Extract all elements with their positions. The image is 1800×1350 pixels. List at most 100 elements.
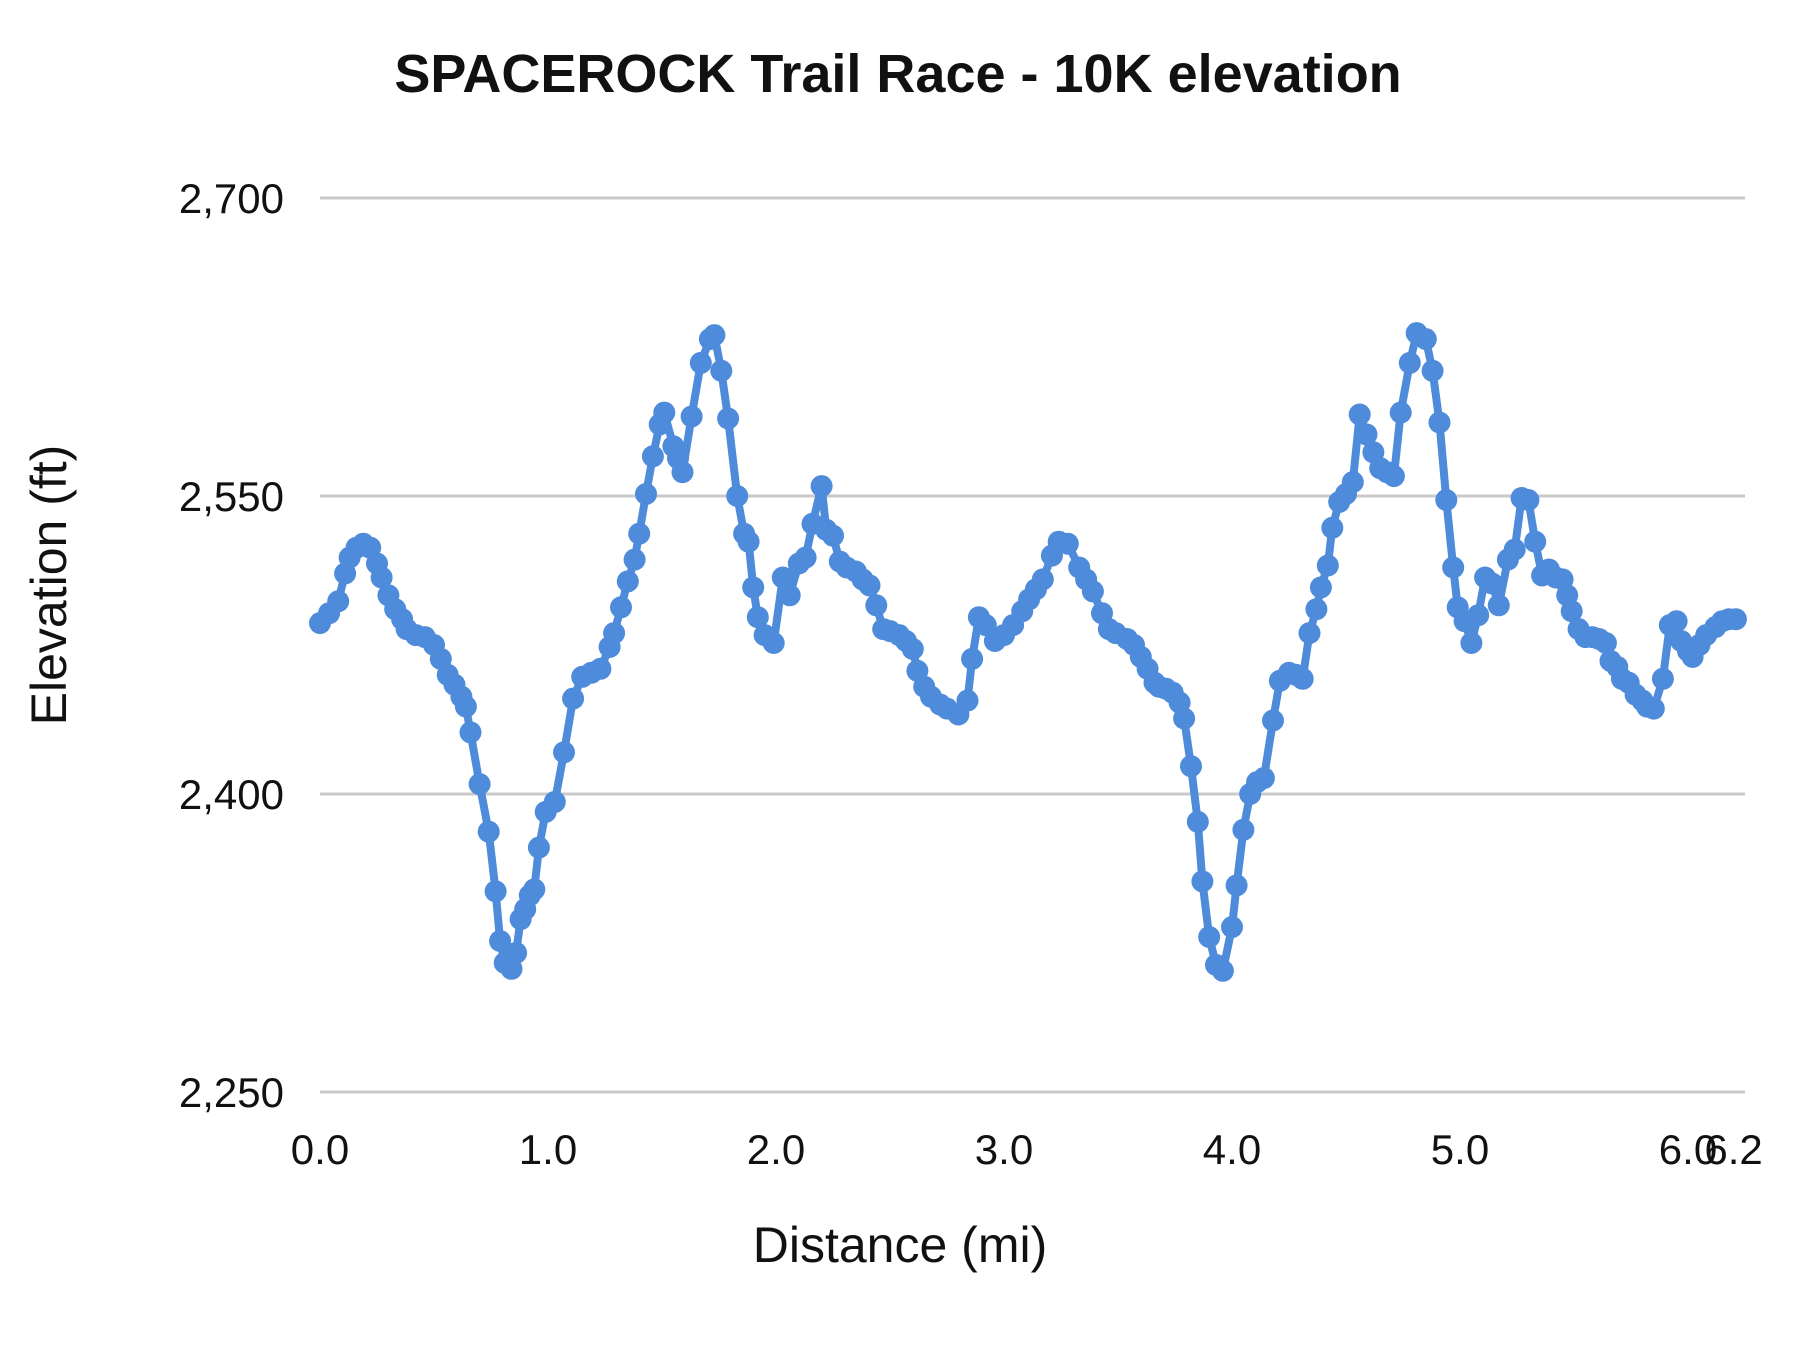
x-tick-label: 6.0 — [1659, 1126, 1717, 1173]
data-point[interactable] — [623, 548, 646, 571]
data-point[interactable] — [810, 475, 833, 498]
data-point[interactable] — [961, 647, 984, 670]
data-point[interactable] — [1651, 667, 1674, 690]
x-tick-label: 2.0 — [747, 1126, 805, 1173]
x-tick-label: 0.0 — [291, 1126, 349, 1173]
data-point[interactable] — [484, 880, 507, 903]
data-point[interactable] — [523, 878, 546, 901]
data-point[interactable] — [974, 614, 997, 637]
data-point[interactable] — [1221, 916, 1243, 939]
data-point[interactable] — [680, 405, 703, 428]
x-tick-label: 3.0 — [975, 1126, 1033, 1173]
data-point[interactable] — [1642, 697, 1665, 720]
data-point[interactable] — [956, 689, 979, 712]
data-point[interactable] — [1309, 576, 1332, 599]
data-point[interactable] — [543, 790, 566, 813]
data-point[interactable] — [603, 622, 626, 645]
data-point[interactable] — [653, 401, 676, 424]
data-point[interactable] — [489, 930, 512, 952]
data-point[interactable] — [1382, 465, 1405, 488]
data-point[interactable] — [1291, 667, 1314, 690]
data-point[interactable] — [1031, 568, 1054, 591]
data-point[interactable] — [671, 461, 694, 484]
y-tick-label: 2,550 — [179, 473, 284, 520]
data-point[interactable] — [1524, 530, 1547, 553]
data-point[interactable] — [553, 741, 575, 764]
data-point[interactable] — [858, 574, 881, 597]
data-point[interactable] — [1262, 709, 1284, 732]
data-point[interactable] — [710, 359, 733, 382]
data-point[interactable] — [1252, 767, 1275, 790]
data-point[interactable] — [1398, 351, 1421, 374]
data-point[interactable] — [1232, 818, 1255, 841]
data-point[interactable] — [628, 522, 651, 545]
y-tick-labels: 2,250 2,400 2,550 2,700 — [179, 175, 284, 1116]
data-point[interactable] — [822, 524, 844, 547]
data-point[interactable] — [1480, 572, 1503, 595]
data-point[interactable] — [1341, 471, 1364, 494]
elevation-series — [309, 322, 1747, 982]
data-point[interactable] — [505, 941, 528, 964]
data-point[interactable] — [717, 407, 740, 430]
data-point[interactable] — [1211, 959, 1234, 982]
data-point[interactable] — [1355, 423, 1378, 446]
data-point[interactable] — [459, 721, 482, 744]
data-point[interactable] — [1487, 594, 1510, 617]
data-point[interactable] — [527, 836, 550, 859]
data-point[interactable] — [1594, 632, 1617, 654]
data-point[interactable] — [370, 566, 393, 589]
data-point[interactable] — [1198, 926, 1221, 948]
data-point[interactable] — [746, 606, 769, 629]
data-point[interactable] — [1460, 632, 1483, 654]
chart-title: SPACEROCK Trail Race - 10K elevation — [394, 44, 1401, 104]
data-point[interactable] — [737, 530, 760, 553]
data-point[interactable] — [641, 445, 664, 468]
data-point[interactable] — [1305, 598, 1328, 621]
data-point[interactable] — [742, 576, 765, 599]
data-point[interactable] — [762, 632, 785, 654]
data-point[interactable] — [1435, 489, 1458, 511]
data-point[interactable] — [1316, 554, 1339, 577]
data-point[interactable] — [794, 546, 817, 569]
data-point[interactable] — [1173, 707, 1196, 730]
data-point[interactable] — [610, 596, 632, 619]
data-point[interactable] — [1348, 403, 1371, 426]
x-tick-label: 1.0 — [519, 1126, 577, 1173]
data-point[interactable] — [1056, 532, 1079, 555]
data-point[interactable] — [1665, 610, 1688, 633]
data-point[interactable] — [477, 820, 500, 843]
x-tick-label: 5.0 — [1431, 1126, 1489, 1173]
data-point[interactable] — [1191, 870, 1214, 893]
data-point[interactable] — [468, 773, 491, 796]
data-point[interactable] — [771, 566, 794, 589]
data-point[interactable] — [562, 687, 585, 710]
y-tick-label: 2,700 — [179, 175, 284, 222]
data-point[interactable] — [616, 570, 639, 593]
data-point[interactable] — [1560, 600, 1583, 623]
data-point[interactable] — [1724, 608, 1747, 631]
data-point[interactable] — [1421, 359, 1444, 382]
data-point[interactable] — [1186, 810, 1209, 833]
data-point[interactable] — [1414, 328, 1437, 351]
data-point[interactable] — [689, 351, 712, 374]
data-point[interactable] — [703, 324, 726, 347]
data-point[interactable] — [589, 657, 612, 680]
data-point[interactable] — [1321, 516, 1344, 539]
data-point[interactable] — [327, 590, 350, 613]
data-point[interactable] — [1180, 755, 1202, 778]
data-point[interactable] — [1517, 489, 1540, 511]
data-point[interactable] — [1298, 622, 1321, 645]
data-point[interactable] — [1467, 604, 1490, 627]
data-point[interactable] — [1389, 401, 1412, 424]
data-point[interactable] — [901, 638, 924, 660]
data-point[interactable] — [1442, 556, 1465, 579]
data-point[interactable] — [1225, 874, 1248, 897]
data-point[interactable] — [778, 584, 801, 607]
data-point[interactable] — [1081, 580, 1104, 603]
data-point[interactable] — [726, 485, 749, 507]
data-point[interactable] — [454, 695, 477, 718]
data-point[interactable] — [1503, 538, 1526, 561]
data-point[interactable] — [635, 483, 657, 505]
data-point[interactable] — [865, 594, 888, 617]
data-point[interactable] — [1428, 411, 1451, 434]
